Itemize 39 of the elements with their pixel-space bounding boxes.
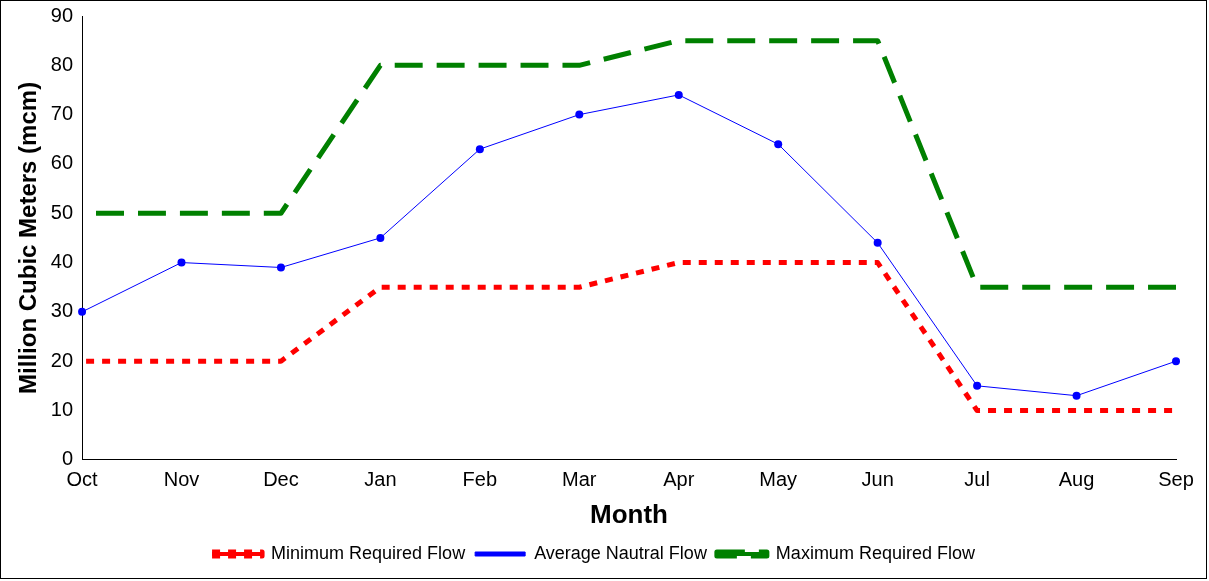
x-tick-label: Mar	[562, 468, 597, 491]
x-tick-label: Jan	[364, 468, 397, 491]
x-tick-label: Oct	[66, 468, 99, 491]
x-tick-label: Jun	[861, 468, 894, 491]
y-tick-label: 20	[50, 348, 74, 371]
y-tick-label: 10	[50, 398, 74, 420]
legend-label: Minimum Required Flow	[271, 542, 467, 563]
point	[376, 233, 385, 242]
y-tick-label: 40	[50, 250, 74, 273]
y-tick-label: 30	[50, 299, 74, 322]
point	[1172, 357, 1180, 366]
y-tick-label: 90	[50, 3, 74, 26]
point	[475, 145, 484, 154]
point	[973, 381, 982, 390]
point	[575, 110, 584, 119]
y-axis-title: Million Cubic Meters (mcm)	[14, 81, 42, 394]
point	[873, 238, 882, 247]
point	[276, 263, 285, 272]
y-tick-label: 50	[50, 200, 74, 223]
x-tick-label: Dec	[263, 468, 299, 491]
y-tick-label: 80	[50, 52, 74, 75]
point	[177, 258, 186, 267]
x-tick-label: Nov	[163, 468, 200, 491]
legend-label: Maximum Required Flow	[775, 542, 976, 563]
y-tick-label: 60	[50, 151, 74, 174]
point	[1072, 391, 1081, 400]
x-axis-title: Month	[590, 498, 669, 529]
x-tick-label: May	[759, 468, 798, 491]
point	[78, 307, 87, 316]
x-tick-label: Feb	[462, 468, 498, 491]
x-tick-label: Aug	[1058, 468, 1095, 491]
legend-label: Average Nautral Flow	[534, 542, 708, 563]
x-tick-label: Sep	[1158, 468, 1194, 491]
x-tick-label: Jul	[964, 468, 990, 491]
y-tick-label: 0	[61, 447, 74, 470]
point	[674, 90, 683, 99]
point	[774, 140, 783, 149]
x-tick-label: Apr	[663, 468, 695, 491]
y-tick-label: 70	[50, 102, 74, 125]
